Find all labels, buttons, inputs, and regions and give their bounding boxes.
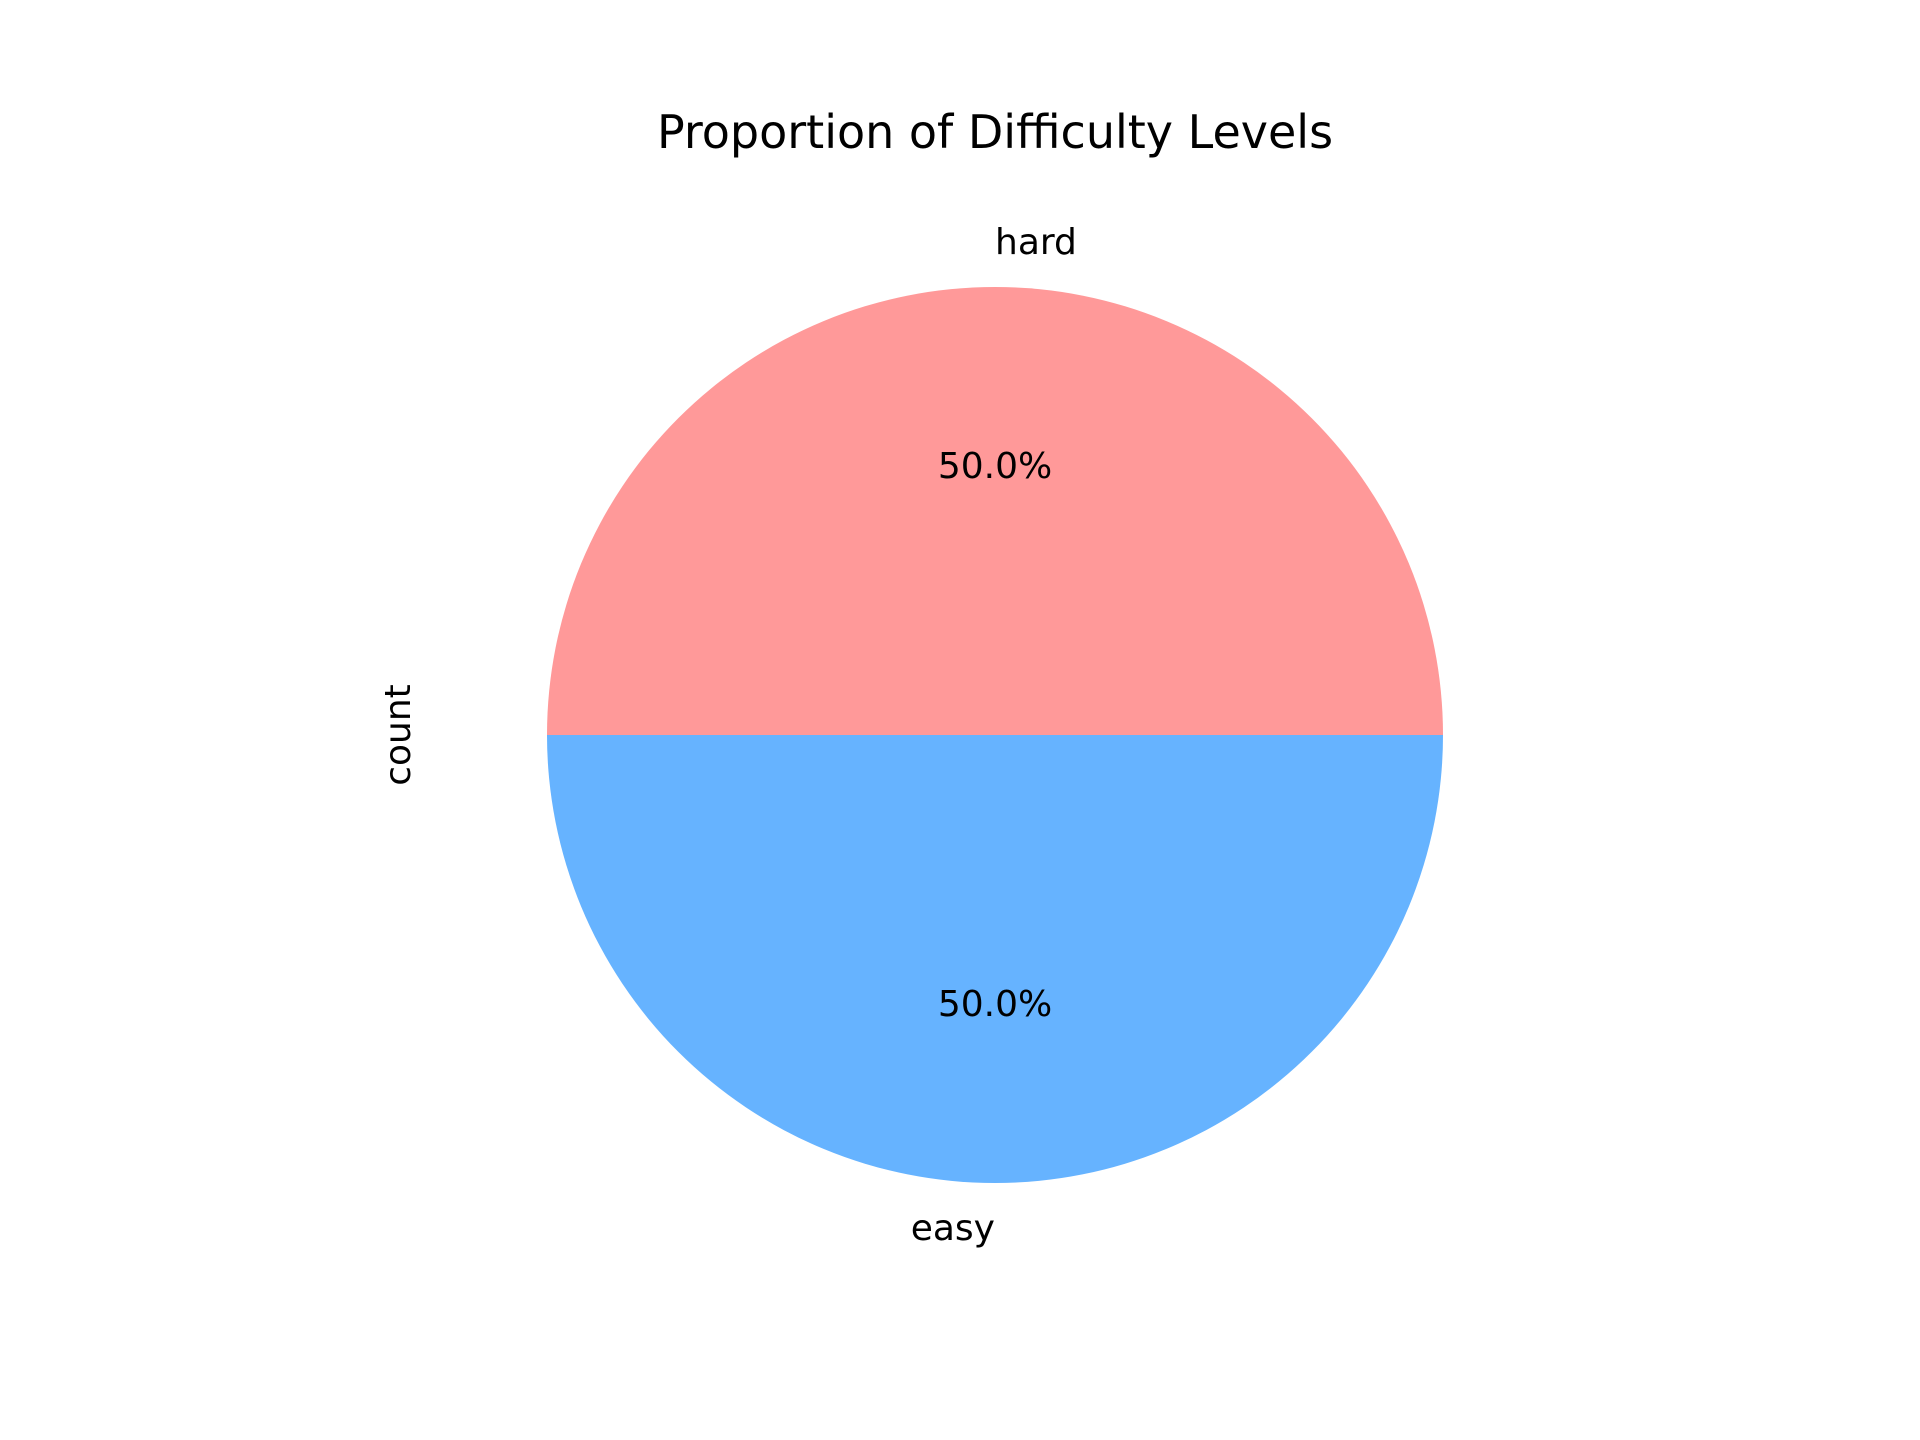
- slice-label-easy: easy: [911, 1208, 995, 1249]
- chart-title: Proportion of Difficulty Levels: [657, 105, 1333, 159]
- slice-pct-label-hard: 50.0%: [938, 446, 1052, 487]
- y-axis-label: count: [378, 684, 419, 786]
- slice-pct-label-easy: 50.0%: [938, 984, 1052, 1025]
- pie-slice-hard: [547, 287, 1443, 735]
- slice-label-hard: hard: [995, 222, 1077, 263]
- pie-slices: [547, 287, 1443, 1183]
- pie-labels: hard 50.0% easy 50.0%: [911, 222, 1077, 1249]
- pie-slice-easy: [547, 735, 1443, 1183]
